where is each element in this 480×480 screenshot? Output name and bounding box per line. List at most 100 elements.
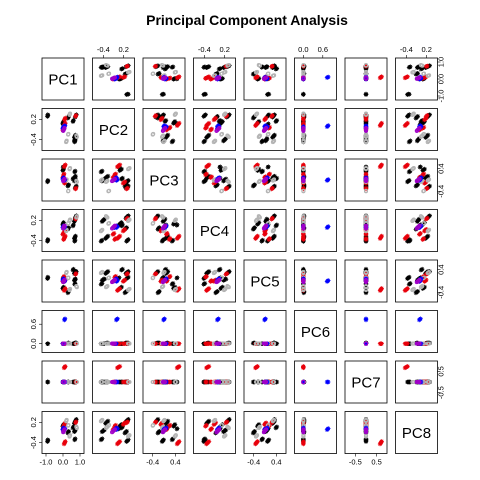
data-point xyxy=(99,228,104,233)
data-point xyxy=(265,239,270,244)
data-point xyxy=(414,76,419,81)
data-point xyxy=(266,172,271,178)
data-point xyxy=(162,119,168,124)
data-point xyxy=(67,434,72,439)
panel-pc6-pc2 xyxy=(92,310,135,353)
panel-frame xyxy=(193,259,236,303)
y-tick-label: 0.0 xyxy=(29,338,38,348)
data-point xyxy=(115,288,120,293)
data-point xyxy=(253,441,258,447)
data-point xyxy=(427,112,432,117)
data-point xyxy=(155,227,160,232)
data-point xyxy=(204,365,209,371)
panel-pc2-pc8 xyxy=(395,108,438,151)
data-point xyxy=(171,77,176,82)
data-point xyxy=(119,166,124,172)
data-point xyxy=(157,428,162,434)
data-point xyxy=(420,172,425,178)
data-point xyxy=(61,422,67,428)
data-point xyxy=(119,76,124,81)
panel-pc2-pc6 xyxy=(294,108,337,151)
data-point xyxy=(405,74,410,79)
diagonal-label: PC6 xyxy=(301,324,330,341)
data-point xyxy=(70,268,76,273)
data-point xyxy=(255,162,260,167)
panel-pc7-pc4 xyxy=(193,360,236,404)
data-point xyxy=(120,66,125,71)
data-point xyxy=(377,75,383,81)
data-point xyxy=(221,65,226,70)
data-point xyxy=(126,379,131,385)
data-point xyxy=(402,236,408,241)
data-point xyxy=(66,188,71,193)
panel-frame xyxy=(142,360,186,404)
panel-pc8-pc1 xyxy=(41,411,85,454)
data-point xyxy=(264,126,269,131)
data-point xyxy=(255,439,260,444)
data-point xyxy=(201,282,206,287)
data-point xyxy=(256,119,262,124)
data-point xyxy=(172,341,177,346)
data-point xyxy=(223,136,229,141)
data-point xyxy=(261,179,266,184)
data-point xyxy=(214,128,219,133)
panel-pc8-pc2 xyxy=(92,411,135,454)
data-point xyxy=(253,164,258,170)
data-point xyxy=(158,117,163,123)
data-point xyxy=(163,421,168,426)
data-point xyxy=(301,439,306,444)
panel-frame xyxy=(41,108,85,151)
data-point xyxy=(418,268,424,273)
y-tick-label: -0.4 xyxy=(29,234,38,247)
data-point xyxy=(159,439,165,444)
data-point xyxy=(124,420,129,426)
x-tick-label: 1.0 xyxy=(75,458,85,467)
data-point xyxy=(265,439,270,444)
data-point xyxy=(422,117,427,123)
panel-pc1-pc8 xyxy=(395,57,438,101)
data-point xyxy=(203,437,208,442)
panel-frame xyxy=(243,209,287,252)
data-point xyxy=(363,280,369,285)
data-point xyxy=(270,379,275,385)
panel-frame xyxy=(142,310,186,353)
data-point xyxy=(253,75,258,81)
data-point xyxy=(115,441,120,447)
data-point xyxy=(414,128,419,133)
data-point xyxy=(226,426,231,431)
data-point xyxy=(259,139,264,145)
data-point xyxy=(177,364,182,369)
data-point xyxy=(301,379,306,385)
data-point xyxy=(119,176,124,182)
data-point xyxy=(160,430,165,435)
data-point xyxy=(98,419,103,424)
data-point xyxy=(414,226,419,231)
data-point xyxy=(301,288,306,293)
data-point xyxy=(72,282,77,287)
data-point xyxy=(253,123,258,128)
data-point xyxy=(272,132,277,138)
y-tick-label: 0.2 xyxy=(29,215,38,225)
data-point xyxy=(61,284,66,290)
data-point xyxy=(151,422,156,428)
data-point xyxy=(363,92,369,97)
data-point xyxy=(273,66,278,72)
panel-pc1-pc2 xyxy=(92,57,135,101)
panel-pc1-pc5 xyxy=(243,57,287,101)
data-point xyxy=(425,140,430,145)
data-point xyxy=(253,434,258,439)
data-point xyxy=(214,341,219,346)
data-point xyxy=(114,425,119,430)
data-point xyxy=(363,232,369,237)
data-point xyxy=(159,134,165,140)
data-point xyxy=(160,379,165,385)
data-point xyxy=(67,112,72,117)
data-point xyxy=(99,278,105,283)
panel-pc2-pc7 xyxy=(344,108,388,151)
data-point xyxy=(216,66,222,72)
data-point xyxy=(160,226,165,231)
data-point xyxy=(425,63,430,69)
data-point xyxy=(114,279,119,284)
data-point xyxy=(127,379,132,385)
data-point xyxy=(126,70,131,75)
